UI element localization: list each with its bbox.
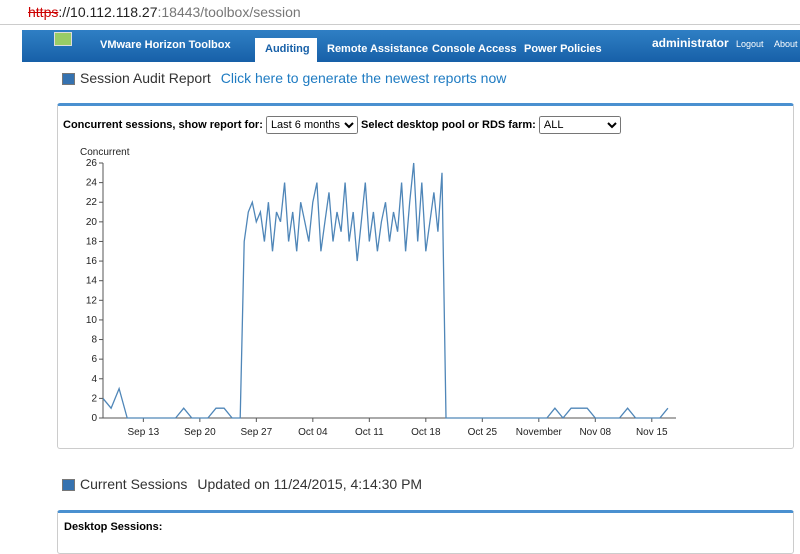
icon [62,73,75,85]
y-tick-label: 24 [86,178,98,189]
nav-bar: VMware Horizon Toolbox Auditing Remote A… [22,30,800,62]
y-tick-label: 8 [91,335,97,346]
x-tick-label: Sep 27 [240,427,272,438]
tab-selected-bg [255,38,317,62]
sessions-panel: Desktop Sessions: [57,510,794,554]
x-tick-label: Sep 13 [128,427,160,438]
tab[interactable]: Remote Assistance [327,43,429,55]
y-tick-label: 4 [91,374,97,385]
y-tick-label: 12 [86,295,98,306]
y-tick-label: 16 [86,256,98,267]
nav-link[interactable]: About [774,39,798,49]
x-tick-label: Sep 20 [184,427,216,438]
y-axis-label: Concurrent [80,147,130,158]
tab[interactable]: Console Access [432,43,517,55]
url-scheme: https [28,4,59,20]
generate-link[interactable]: Click here to generate the newest report… [220,70,507,86]
pool-select[interactable]: ALL [538,116,621,134]
url-host: ://10.112.118.27 [58,4,158,20]
y-tick-label: 10 [86,315,98,326]
x-tick-label: Nov 08 [579,427,611,438]
tab[interactable]: Power Policies [524,43,602,55]
x-tick-label: Oct 11 [355,427,384,438]
x-tick-label: Oct 18 [411,427,441,438]
report-panel: Concurrent sessions, show report for: La… [57,103,794,449]
address-bar[interactable]: https://10.112.118.27:18443/toolbox/sess… [0,0,800,25]
y-tick-label: 0 [91,413,97,424]
y-tick-label: 20 [86,217,98,228]
user: administrator [652,36,729,50]
panel-title: Desktop Sessions: [64,521,163,533]
x-tick-label: November [516,427,563,438]
pool-label: Select desktop pool or RDS farm: [361,119,536,131]
period-select[interactable]: Last 6 months [265,116,358,134]
x-tick-label: Oct 25 [468,427,498,438]
y-tick-label: 6 [91,354,97,365]
logo [54,32,72,46]
line-series [102,162,669,420]
filters: Concurrent sessions, show report for: La… [63,116,621,134]
sessions-title: Current Sessions [80,476,188,492]
url-path: :18443/toolbox/session [157,4,301,20]
y-tick-label: 2 [91,393,97,404]
sessions-updated: Updated on 11/24/2015, 4:14:30 PM [197,476,423,492]
icon [62,479,75,491]
y-tick-label: 26 [86,158,98,169]
nav-link[interactable]: Logout [736,39,764,49]
filter-label: Concurrent sessions, show report for: [63,119,263,131]
y-tick-label: 14 [86,276,98,287]
y-tick-label: 22 [86,197,98,208]
y-tick-label: 18 [86,236,98,247]
x-tick-label: Nov 15 [636,427,668,438]
report-title: Session Audit Report Click here to genera… [80,70,506,86]
tab[interactable]: Auditing [265,43,310,55]
sessions-header: Current Sessions Updated on 11/24/2015, 4… [80,476,422,492]
title: Session Audit Report [80,70,211,86]
brand: VMware Horizon Toolbox [100,39,231,51]
x-tick-label: Oct 04 [298,427,328,438]
